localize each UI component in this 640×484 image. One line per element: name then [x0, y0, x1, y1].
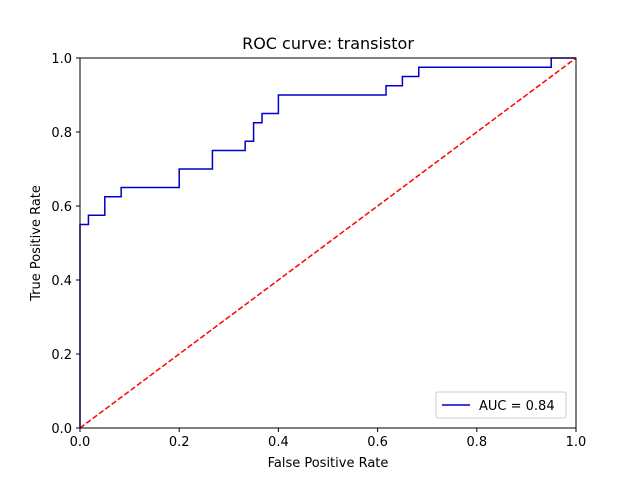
legend: AUC = 0.84 [435, 391, 567, 419]
x-tick-label: 0.0 [70, 435, 91, 450]
chance-diagonal-line [79, 57, 577, 429]
y-tick-label: 0.6 [51, 200, 72, 215]
y-tick-label: 1.0 [51, 52, 72, 67]
chart-title: ROC curve: transistor [242, 34, 414, 53]
x-tick-label: 0.2 [169, 435, 190, 450]
plot-series [79, 57, 577, 429]
x-tick-label: 0.6 [367, 435, 388, 450]
x-tick-label: 0.8 [466, 435, 487, 450]
y-axis-label: True Positive Rate [29, 185, 44, 302]
plot-frame [79, 57, 577, 429]
y-tick-label: 0.8 [51, 126, 72, 141]
x-tick-label: 1.0 [566, 435, 587, 450]
legend-box [435, 391, 567, 419]
x-tick-label: 0.4 [268, 435, 289, 450]
roc-curve-line [79, 57, 576, 428]
y-tick-label: 0.2 [51, 348, 72, 363]
axis-ticks: 0.0 0.2 0.4 0.6 0.8 1.0 0.0 0.2 0.4 0.6 0.8 1.0 [51, 52, 586, 450]
y-tick-label: 0.0 [51, 422, 72, 437]
legend-label: AUC = 0.84 [479, 399, 555, 414]
x-axis-label: False Positive Rate [268, 456, 389, 471]
y-tick-label: 0.4 [51, 274, 72, 289]
